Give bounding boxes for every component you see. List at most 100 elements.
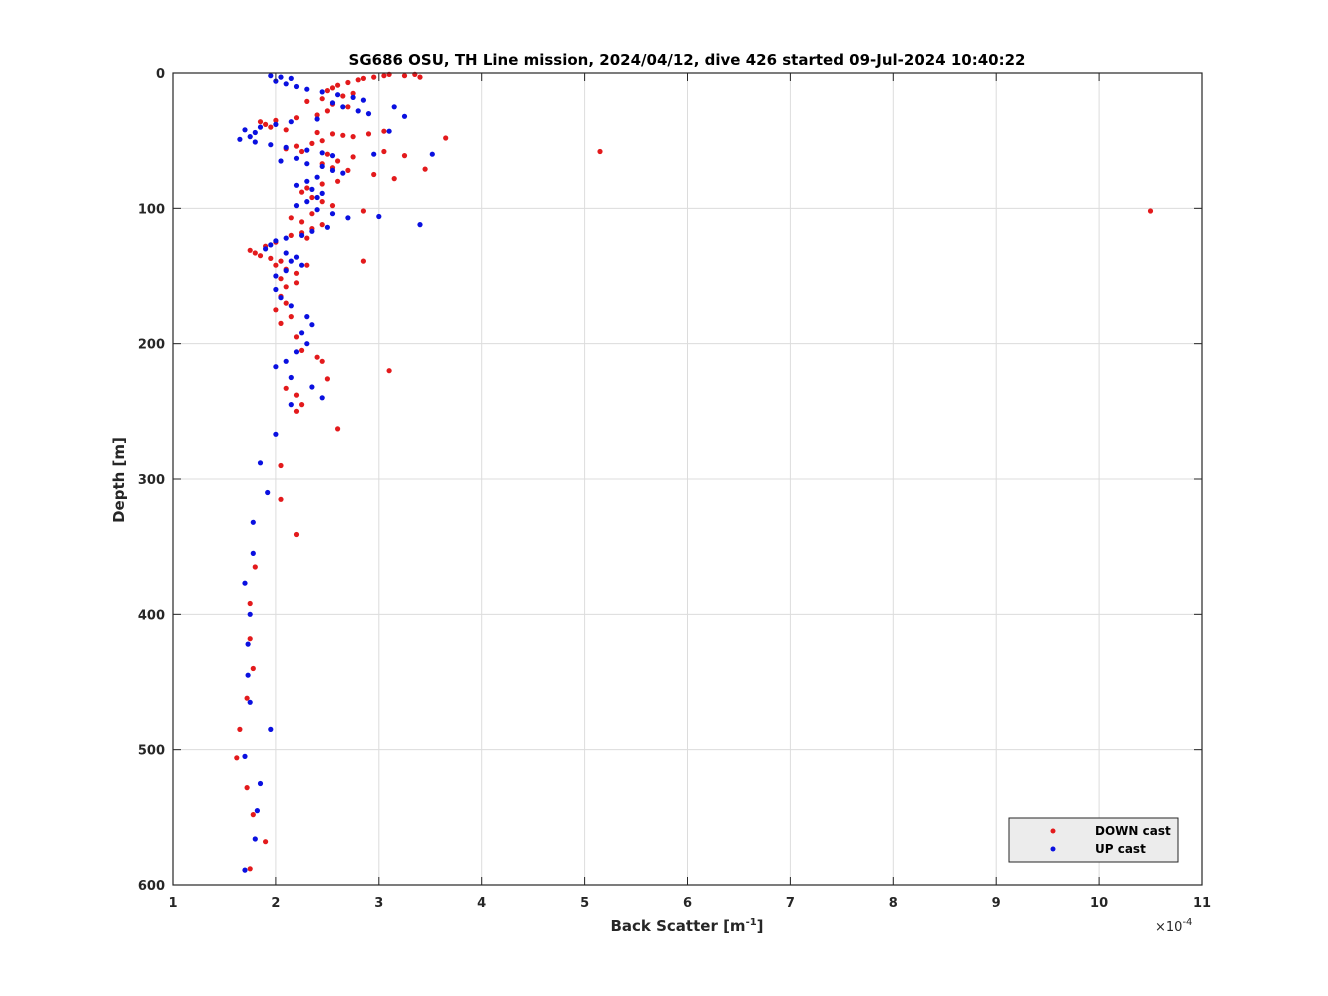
data-point <box>247 699 253 705</box>
data-point <box>273 431 279 437</box>
data-point <box>278 295 284 301</box>
data-point <box>340 170 346 176</box>
data-point <box>268 142 274 148</box>
data-point <box>252 139 258 145</box>
data-point <box>350 94 356 100</box>
y-axis-label: Depth [m] <box>110 437 128 523</box>
data-point <box>304 262 310 268</box>
data-point <box>245 641 251 647</box>
data-point <box>283 268 289 274</box>
data-point <box>1147 208 1154 214</box>
data-point <box>304 161 310 167</box>
data-point <box>365 111 372 117</box>
data-point <box>263 839 269 845</box>
data-point <box>335 426 341 432</box>
data-point <box>386 128 392 134</box>
data-point <box>329 85 336 91</box>
x-tick-label: 11 <box>1193 896 1211 911</box>
data-point <box>247 247 253 253</box>
data-point <box>252 129 258 136</box>
data-point <box>350 90 356 96</box>
data-point <box>371 171 377 178</box>
data-point <box>314 354 320 360</box>
data-point <box>314 116 320 122</box>
data-point <box>293 182 300 188</box>
data-point <box>283 385 289 391</box>
data-point <box>329 153 336 159</box>
data-point <box>234 755 240 761</box>
data-point <box>360 208 366 214</box>
data-point <box>283 358 289 364</box>
data-point <box>293 334 300 340</box>
data-point <box>401 113 408 119</box>
y-tick-label: 100 <box>138 202 165 217</box>
data-point <box>263 121 269 127</box>
data-point <box>283 250 289 256</box>
data-point <box>244 785 250 791</box>
data-point <box>309 194 315 201</box>
data-point <box>299 347 305 353</box>
x-tick-label: 6 <box>683 896 692 911</box>
data-point <box>304 199 310 205</box>
data-point <box>252 564 258 570</box>
data-point <box>293 531 300 538</box>
data-point <box>293 203 300 209</box>
data-point <box>335 92 341 98</box>
data-point <box>278 276 284 282</box>
data-point <box>355 77 361 83</box>
data-point <box>273 307 279 313</box>
data-point <box>360 258 366 264</box>
data-point <box>237 726 243 733</box>
data-point <box>350 134 356 140</box>
data-point <box>247 600 253 607</box>
data-point <box>247 636 253 642</box>
data-point <box>319 199 325 205</box>
data-point <box>252 250 258 256</box>
data-point <box>242 580 248 586</box>
data-point <box>319 181 325 187</box>
data-point <box>283 144 289 150</box>
data-point <box>247 866 253 872</box>
data-point <box>288 75 294 81</box>
data-point <box>299 402 305 408</box>
data-point <box>293 155 300 161</box>
data-point <box>329 203 336 209</box>
data-point <box>283 300 289 306</box>
y-tick-label: 600 <box>138 879 165 894</box>
data-point <box>443 135 449 141</box>
data-point <box>314 112 320 118</box>
data-point <box>299 262 305 268</box>
data-point <box>268 124 274 130</box>
data-point <box>250 550 256 557</box>
data-point <box>371 74 377 80</box>
data-point <box>309 211 315 217</box>
x-tick-label: 9 <box>992 896 1001 911</box>
y-tick-label: 200 <box>138 338 165 353</box>
data-point <box>429 151 435 157</box>
legend-label-up-cast: UP cast <box>1095 842 1146 856</box>
data-point <box>329 100 336 106</box>
data-point <box>309 228 315 234</box>
data-point <box>278 320 284 326</box>
grid-lines <box>173 73 1202 885</box>
data-point <box>314 207 320 213</box>
data-point <box>257 124 264 130</box>
data-point <box>273 273 279 279</box>
legend-marker-up-cast <box>1050 846 1056 852</box>
data-point <box>283 127 289 133</box>
data-point <box>288 232 294 238</box>
data-point <box>293 392 300 398</box>
data-point <box>401 153 408 159</box>
data-point <box>340 93 346 99</box>
data-point <box>288 402 294 408</box>
x-axis-label-base: Back Scatter [m <box>610 917 745 935</box>
data-point <box>324 151 330 157</box>
y-tick-label: 0 <box>156 67 165 82</box>
data-point <box>391 104 397 110</box>
data-point <box>304 235 310 241</box>
chart-title: SG686 OSU, TH Line mission, 2024/04/12, … <box>349 51 1026 69</box>
data-point <box>288 215 294 221</box>
data-point <box>335 158 341 164</box>
data-point <box>288 119 294 125</box>
data-point <box>329 131 336 137</box>
